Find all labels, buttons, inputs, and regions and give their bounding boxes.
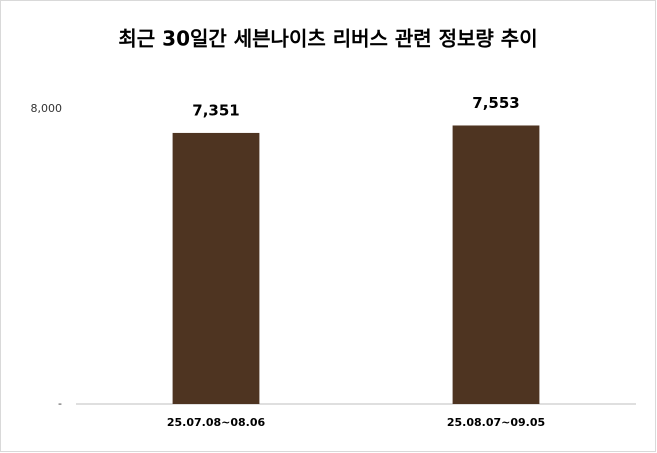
y-tick-label: 8,000 — [31, 102, 63, 115]
bar — [172, 132, 260, 404]
bar — [452, 125, 540, 404]
chart-title: 최근 30일간 세븐나이츠 리버스 관련 정보량 추이 — [118, 27, 537, 51]
value-label: 7,351 — [192, 101, 239, 119]
x-tick-label: 25.08.07~09.05 — [447, 416, 545, 429]
value-label: 7,553 — [472, 94, 519, 112]
x-tick-label: 25.07.08~08.06 — [167, 416, 266, 429]
y-tick-label: - — [58, 397, 62, 410]
